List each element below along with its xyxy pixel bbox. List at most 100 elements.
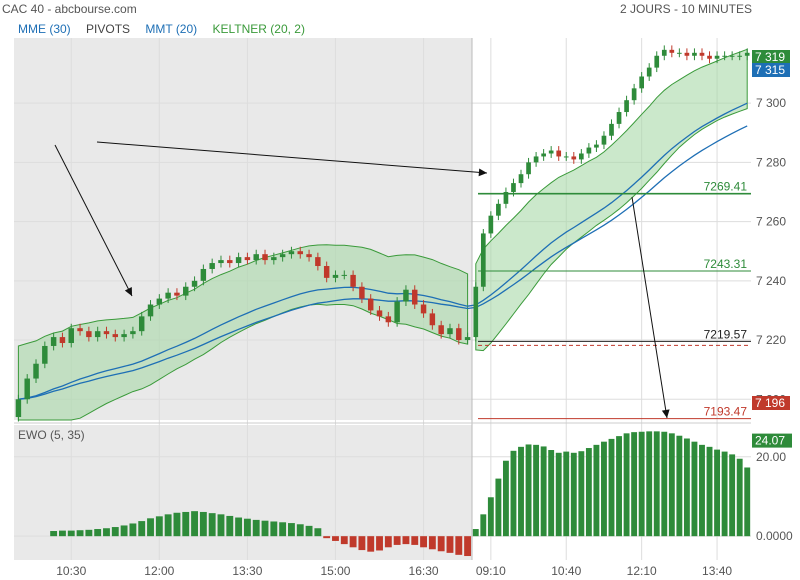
ewo-bar bbox=[510, 450, 517, 537]
ewo-bar bbox=[85, 529, 93, 537]
legend-pivots[interactable]: PIVOTS bbox=[86, 22, 131, 36]
ewo-bar bbox=[358, 536, 366, 551]
pivot-label: 7193.47 bbox=[704, 405, 748, 419]
candle-body bbox=[722, 55, 727, 57]
ewo-bar bbox=[744, 467, 751, 537]
ewo-bar bbox=[59, 530, 66, 537]
candle-body bbox=[737, 55, 743, 57]
candle bbox=[699, 48, 705, 61]
candle-body bbox=[367, 298, 374, 311]
candle bbox=[503, 187, 509, 209]
ewo-bar bbox=[487, 497, 494, 537]
ewo-bar bbox=[563, 451, 570, 537]
ewo-bar bbox=[661, 431, 668, 537]
candle bbox=[438, 320, 444, 339]
candle-body bbox=[262, 254, 268, 261]
candle bbox=[279, 249, 286, 262]
candle bbox=[341, 270, 348, 280]
legend-mmt[interactable]: MMT (20) bbox=[145, 22, 198, 36]
ewo-bar bbox=[111, 527, 119, 537]
x-tick-label: 12:10 bbox=[627, 564, 657, 578]
candle-body bbox=[253, 254, 259, 261]
ewo-bars bbox=[50, 431, 751, 557]
candle bbox=[447, 323, 453, 339]
ewo-bar bbox=[676, 435, 683, 537]
candle bbox=[464, 332, 471, 345]
candle bbox=[59, 332, 66, 348]
ewo-bar bbox=[279, 522, 287, 537]
ewo-bar bbox=[67, 530, 75, 537]
ewo-bar bbox=[585, 448, 592, 537]
candle-body bbox=[661, 49, 667, 56]
candle-body bbox=[94, 331, 101, 338]
candle bbox=[209, 258, 215, 274]
candle-body bbox=[412, 289, 418, 305]
candle-body bbox=[350, 274, 356, 287]
candle-body bbox=[464, 337, 471, 341]
ewo-bar bbox=[683, 438, 690, 537]
candle bbox=[533, 152, 539, 167]
candle bbox=[586, 143, 592, 158]
ewo-bar bbox=[540, 446, 547, 537]
ewo-bar bbox=[502, 460, 509, 537]
ewo-legend: EWO (5, 35) bbox=[18, 428, 85, 442]
candle-body bbox=[438, 325, 444, 335]
candle-body bbox=[86, 331, 92, 338]
candle bbox=[639, 72, 644, 93]
candle-body bbox=[315, 257, 321, 267]
legend-mme[interactable]: MME (30) bbox=[18, 22, 71, 36]
candle bbox=[541, 149, 546, 161]
candle bbox=[707, 51, 712, 64]
ewo-bar bbox=[518, 446, 524, 537]
candle bbox=[94, 326, 101, 342]
ewo-bar bbox=[376, 536, 383, 551]
candle-body bbox=[200, 268, 207, 281]
candle-body bbox=[714, 55, 720, 59]
last-price-label: 7 315 bbox=[752, 63, 790, 77]
candle-body bbox=[165, 292, 171, 299]
candle bbox=[526, 157, 531, 179]
y-tick-label: 7 300 bbox=[756, 96, 786, 110]
ewo-bar bbox=[323, 536, 331, 539]
candle bbox=[332, 270, 339, 283]
candle bbox=[191, 276, 198, 292]
candle-body bbox=[511, 183, 516, 192]
candle bbox=[367, 294, 374, 315]
legend-keltner[interactable]: KELTNER (20, 2) bbox=[212, 22, 305, 36]
candle bbox=[24, 374, 30, 404]
indicator-legend: MME (30) PIVOTS MMT (20) KELTNER (20, 2) bbox=[18, 22, 317, 36]
ewo-bar bbox=[646, 431, 653, 537]
y-tick-label: 7 260 bbox=[756, 215, 786, 229]
candle-body bbox=[130, 331, 136, 335]
candle-body bbox=[586, 147, 592, 154]
chart-header: CAC 40 - abcbourse.com 2 JOURS - 10 MINU… bbox=[0, 0, 800, 18]
candle bbox=[661, 45, 667, 61]
period-selector[interactable]: 2 JOURS - 10 MINUTES bbox=[619, 2, 752, 16]
candle-body bbox=[571, 156, 577, 160]
ewo-bar bbox=[631, 432, 638, 537]
candle-body bbox=[147, 304, 154, 317]
ewo-bar bbox=[182, 511, 190, 537]
candle-body bbox=[601, 135, 607, 145]
candle-body bbox=[616, 112, 622, 124]
candle-body bbox=[332, 274, 339, 278]
ewo-tick-label: 20.00 bbox=[756, 450, 786, 464]
last-price-text: 7 319 bbox=[755, 50, 785, 64]
ewo-bar bbox=[129, 523, 137, 537]
candle-body bbox=[631, 88, 637, 101]
ewo-bar bbox=[555, 452, 562, 537]
ewo-bar bbox=[314, 528, 322, 537]
last-price-label: 7 319 bbox=[752, 50, 790, 64]
arrow-head bbox=[478, 168, 487, 177]
candle bbox=[548, 146, 554, 158]
ewo-bar bbox=[608, 438, 615, 537]
ewo-bar bbox=[736, 458, 743, 537]
candle-body bbox=[556, 150, 562, 157]
ewo-bar bbox=[548, 450, 555, 537]
ewo-bar bbox=[653, 431, 660, 537]
ewo-bar bbox=[208, 513, 216, 537]
candle bbox=[121, 329, 127, 342]
candle-body bbox=[420, 304, 427, 314]
candle bbox=[359, 282, 365, 304]
